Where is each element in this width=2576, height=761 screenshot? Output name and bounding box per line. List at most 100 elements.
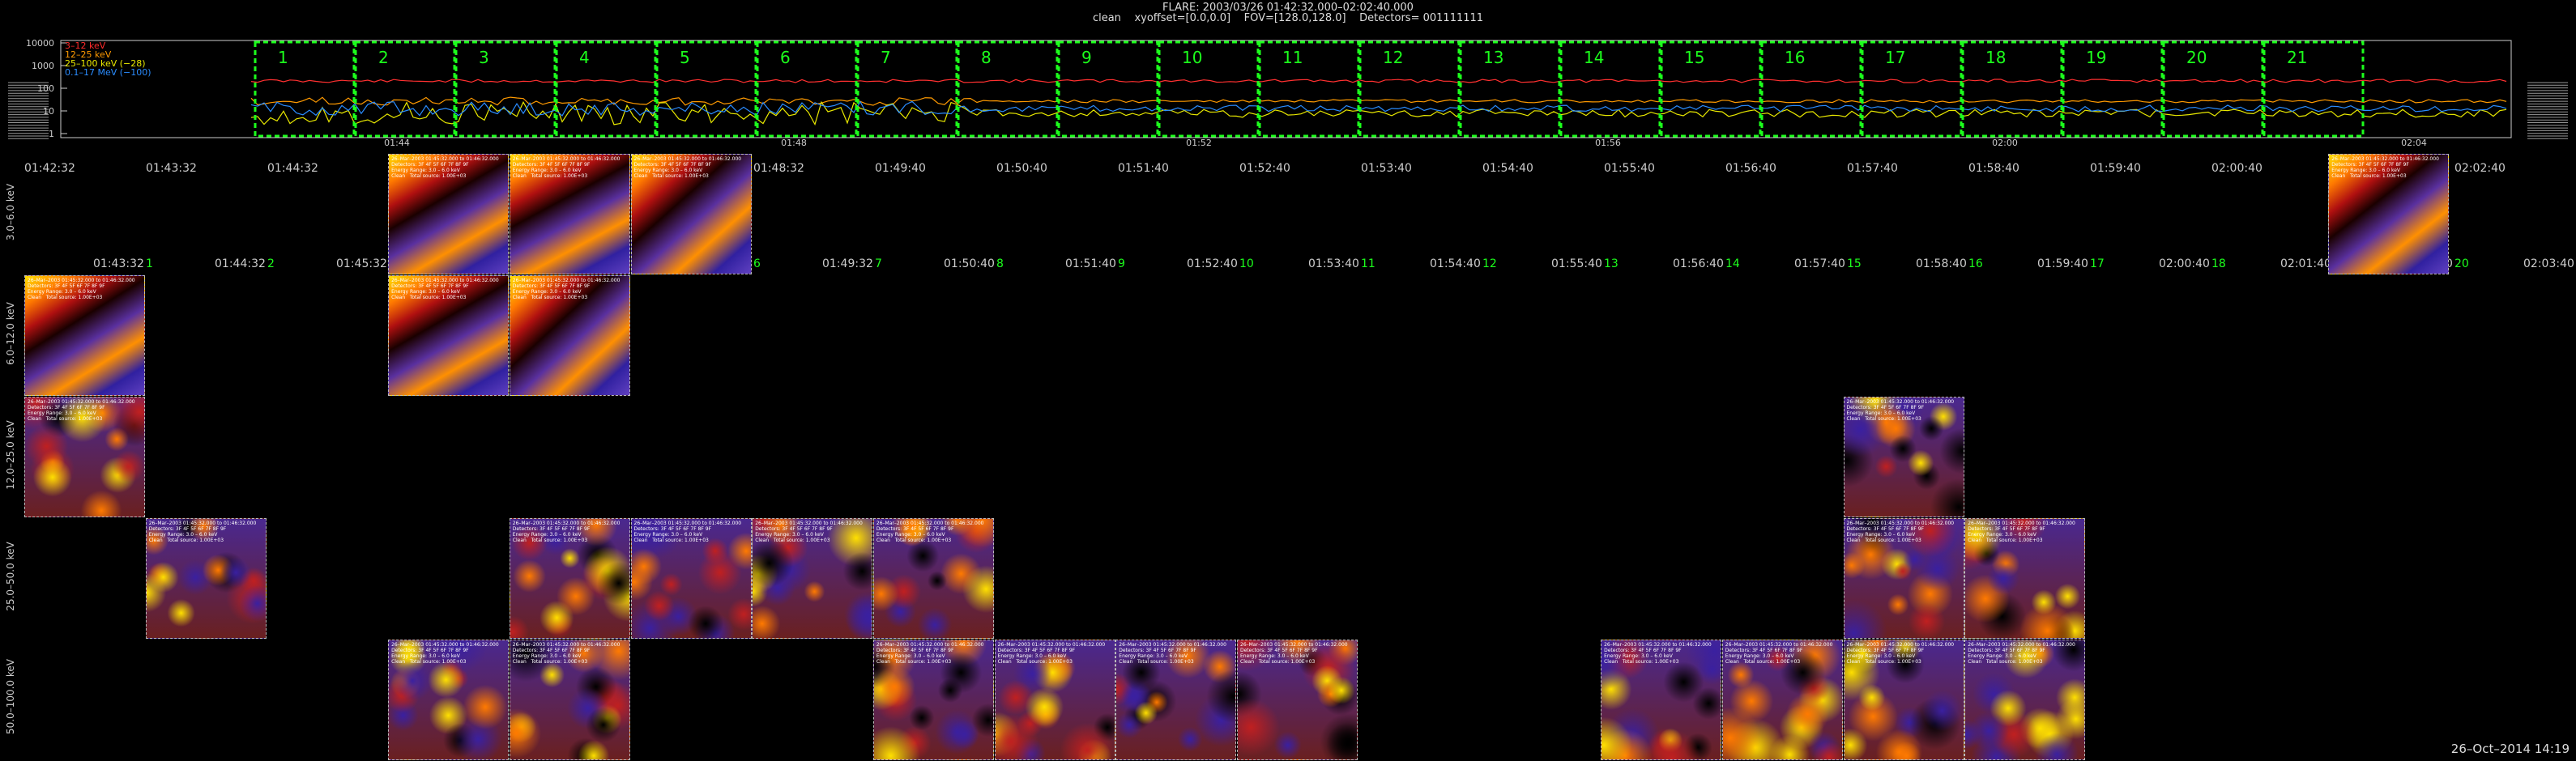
image-index: 17 — [2090, 257, 2105, 270]
tile-caption: 26–Mar–2003 01:45:32.000 to 01:46:32.000… — [1846, 521, 1955, 543]
tile-caption: 26–Mar–2003 01:45:32.000 to 01:46:32.000… — [1846, 399, 1955, 422]
tile-caption: 26–Mar–2003 01:45:32.000 to 01:46:32.000… — [1725, 642, 1833, 665]
interval-number: 13 — [1483, 48, 1503, 67]
interval-number: 21 — [2287, 48, 2307, 67]
tile-caption: 26–Mar–2003 01:45:32.000 to 01:46:32.000… — [1968, 521, 2075, 543]
energy-row-label: 6.0–12.0 keV — [5, 302, 16, 365]
interval-number: 16 — [1785, 48, 1805, 67]
time-label: 01:53:40 — [1308, 257, 1359, 270]
lightcurve-frame — [60, 40, 2512, 138]
time-label: 01:43:32 — [146, 162, 197, 175]
rhessi-image-tile: 26–Mar–2003 01:45:32.000 to 01:46:32.000… — [388, 640, 510, 760]
time-label: 01:57:40 — [1794, 257, 1845, 270]
tile-caption: 26–Mar–2003 01:45:32.000 to 01:46:32.000… — [1119, 642, 1226, 665]
image-index: 11 — [1361, 257, 1375, 270]
rhessi-image-tile: 26–Mar–2003 01:45:32.000 to 01:46:32.000… — [388, 275, 510, 396]
interval-number: 14 — [1584, 48, 1604, 67]
legend-entry: 25–100 keV (−28) — [65, 58, 146, 69]
x-tick-label: 01:56 — [1595, 138, 1621, 146]
rhessi-image-tile: 26–Mar–2003 01:45:32.000 to 01:46:32.000… — [872, 518, 994, 639]
tile-caption: 26–Mar–2003 01:45:32.000 to 01:46:32.000… — [391, 642, 499, 665]
time-label: 01:55:40 — [1604, 162, 1655, 175]
image-index: 13 — [1604, 257, 1619, 270]
interval-box — [1057, 40, 1159, 138]
rhessi-image-tile: 26–Mar–2003 01:45:32.000 to 01:46:32.000… — [509, 275, 630, 396]
interval-number: 3 — [479, 48, 489, 67]
image-index: 16 — [1968, 257, 1983, 270]
interval-number: 7 — [881, 48, 891, 67]
interval-number: 18 — [1985, 48, 2006, 67]
image-index: 10 — [1239, 257, 1254, 270]
interval-number: 6 — [780, 48, 791, 67]
time-label: 01:49:40 — [875, 162, 926, 175]
interval-number: 1 — [278, 48, 288, 67]
time-label: 01:42:32 — [24, 162, 75, 175]
image-index: 18 — [2211, 257, 2226, 270]
x-tick-label: 02:00 — [1992, 138, 2018, 146]
time-label: 02:03:40 — [2523, 257, 2574, 270]
interval-number: 5 — [680, 48, 690, 67]
interval-box — [957, 40, 1059, 138]
time-label: 02:00:40 — [2211, 162, 2263, 175]
tile-caption: 26–Mar–2003 01:45:32.000 to 01:46:32.000… — [512, 642, 621, 665]
time-label: 01:44:32 — [267, 162, 318, 175]
rhessi-image-tile: 26–Mar–2003 01:45:32.000 to 01:46:32.000… — [1115, 640, 1237, 760]
interval-box — [254, 40, 356, 138]
interval-box — [2062, 40, 2164, 138]
rhessi-image-tile: 26–Mar–2003 01:45:32.000 to 01:46:32.000… — [1721, 640, 1843, 760]
rhessi-image-tile: 26–Mar–2003 01:45:32.000 to 01:46:32.000… — [24, 275, 145, 396]
image-index: 15 — [1847, 257, 1862, 270]
time-label: 02:00:40 — [2159, 257, 2210, 270]
rhessi-image-tile: 26–Mar–2003 01:45:32.000 to 01:46:32.000… — [2328, 154, 2450, 274]
time-label: 01:48:32 — [753, 162, 804, 175]
image-index: 20 — [2454, 257, 2469, 270]
time-label: 01:54:40 — [1430, 257, 1481, 270]
interval-number: 8 — [981, 48, 992, 67]
legend-entry: 0.1–17 MeV (−100) — [65, 67, 151, 78]
tile-caption: 26–Mar–2003 01:45:32.000 to 01:46:32.000… — [148, 521, 257, 543]
time-label: 01:54:40 — [1482, 162, 1533, 175]
time-label: 01:58:40 — [1968, 162, 2019, 175]
y-tick-label: 1 — [49, 129, 54, 139]
rhessi-image-tile: 26–Mar–2003 01:45:32.000 to 01:46:32.000… — [509, 154, 630, 274]
rhessi-image-tile: 26–Mar–2003 01:45:32.000 to 01:46:32.000… — [1601, 640, 1722, 760]
time-label: 01:50:40 — [996, 162, 1047, 175]
interval-number: 4 — [579, 48, 590, 67]
tile-caption: 26–Mar–2003 01:45:32.000 to 01:46:32.000… — [391, 278, 499, 300]
time-label: 01:57:40 — [1847, 162, 1898, 175]
tile-caption: 26–Mar–2003 01:45:32.000 to 01:46:32.000… — [1846, 642, 1955, 665]
interval-box — [1961, 40, 2063, 138]
rhessi-image-tile: 26–Mar–2003 01:45:32.000 to 01:46:32.000… — [630, 518, 752, 639]
x-tick-label: 01:52 — [1186, 138, 1212, 146]
interval-number: 2 — [378, 48, 389, 67]
time-label: 01:56:40 — [1673, 257, 1724, 270]
tile-caption: 26–Mar–2003 01:45:32.000 to 01:46:32.000… — [512, 278, 621, 300]
interval-number: 20 — [2186, 48, 2207, 67]
interval-box — [454, 40, 557, 138]
legend-entry: 12–25 keV — [65, 49, 112, 60]
time-label: 01:59:40 — [2037, 257, 2088, 270]
interval-number: 10 — [1182, 48, 1202, 67]
x-tick-label: 01:44 — [384, 138, 410, 146]
interval-box — [1158, 40, 1260, 138]
interval-box — [1760, 40, 1862, 138]
tile-caption: 26–Mar–2003 01:45:32.000 to 01:46:32.000… — [512, 521, 621, 543]
tile-caption: 26–Mar–2003 01:45:32.000 to 01:46:32.000… — [633, 521, 742, 543]
time-label: 01:58:40 — [1916, 257, 1967, 270]
tile-caption: 26–Mar–2003 01:45:32.000 to 01:46:32.000… — [633, 156, 742, 179]
time-label: 01:45:32 — [336, 257, 387, 270]
lightcurve-series — [250, 100, 2507, 126]
rhessi-image-tile: 26–Mar–2003 01:45:32.000 to 01:46:32.000… — [388, 154, 510, 274]
time-label: 01:50:40 — [944, 257, 995, 270]
rhessi-image-tile: 26–Mar–2003 01:45:32.000 to 01:46:32.000… — [24, 397, 145, 517]
tile-caption: 26–Mar–2003 01:45:32.000 to 01:46:32.000… — [755, 521, 863, 543]
rhessi-image-tile: 26–Mar–2003 01:45:32.000 to 01:46:32.000… — [630, 154, 752, 274]
interval-box — [1861, 40, 1963, 138]
interval-box — [756, 40, 858, 138]
rhessi-image-tile: 26–Mar–2003 01:45:32.000 to 01:46:32.000… — [509, 518, 630, 639]
legend-entry: 3–12 keV — [65, 40, 106, 51]
image-index: 6 — [753, 257, 761, 270]
tile-caption: 26–Mar–2003 01:45:32.000 to 01:46:32.000… — [876, 521, 984, 543]
interval-box — [1258, 40, 1360, 138]
interval-number: 15 — [1684, 48, 1704, 67]
